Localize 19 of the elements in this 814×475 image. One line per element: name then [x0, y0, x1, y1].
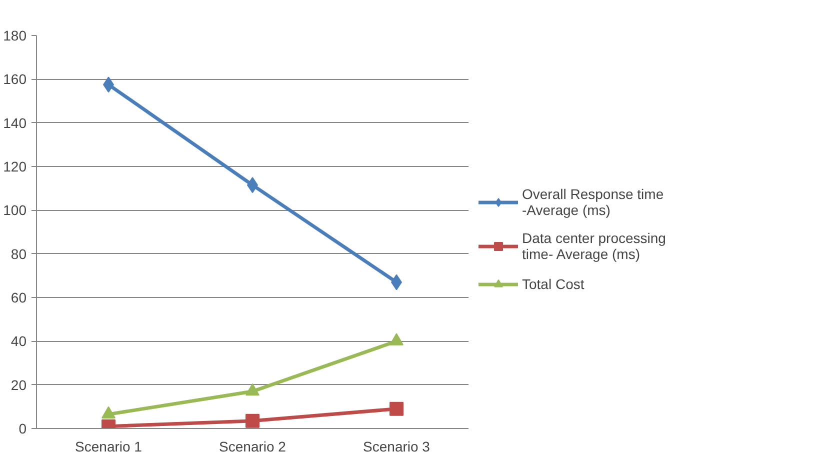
x-tick-label: Scenario 3 — [363, 438, 430, 454]
legend-label: Data center processing time- Average (ms) — [522, 230, 666, 262]
x-tick-label: Scenario 2 — [219, 438, 286, 454]
x-tick-label: Scenario 1 — [75, 438, 142, 454]
point — [390, 333, 404, 346]
y-tick-label: 140 — [3, 114, 27, 131]
point — [102, 406, 116, 419]
y-tick-label: 180 — [3, 28, 27, 44]
point — [246, 383, 260, 396]
y-tick-label: 120 — [3, 158, 27, 174]
legend-label: Total Cost — [522, 276, 584, 292]
y-tick-label: 0 — [18, 420, 27, 436]
y-tick-label: 80 — [10, 246, 27, 262]
y-tick-label: 20 — [10, 376, 27, 393]
y-tick-label: 160 — [3, 71, 27, 88]
y-tick-label: 40 — [10, 333, 27, 350]
y-tick-label: 100 — [3, 202, 27, 218]
legend-label: Overall Response time -Average (ms) — [522, 186, 664, 218]
y-tick-label: 60 — [10, 290, 27, 306]
